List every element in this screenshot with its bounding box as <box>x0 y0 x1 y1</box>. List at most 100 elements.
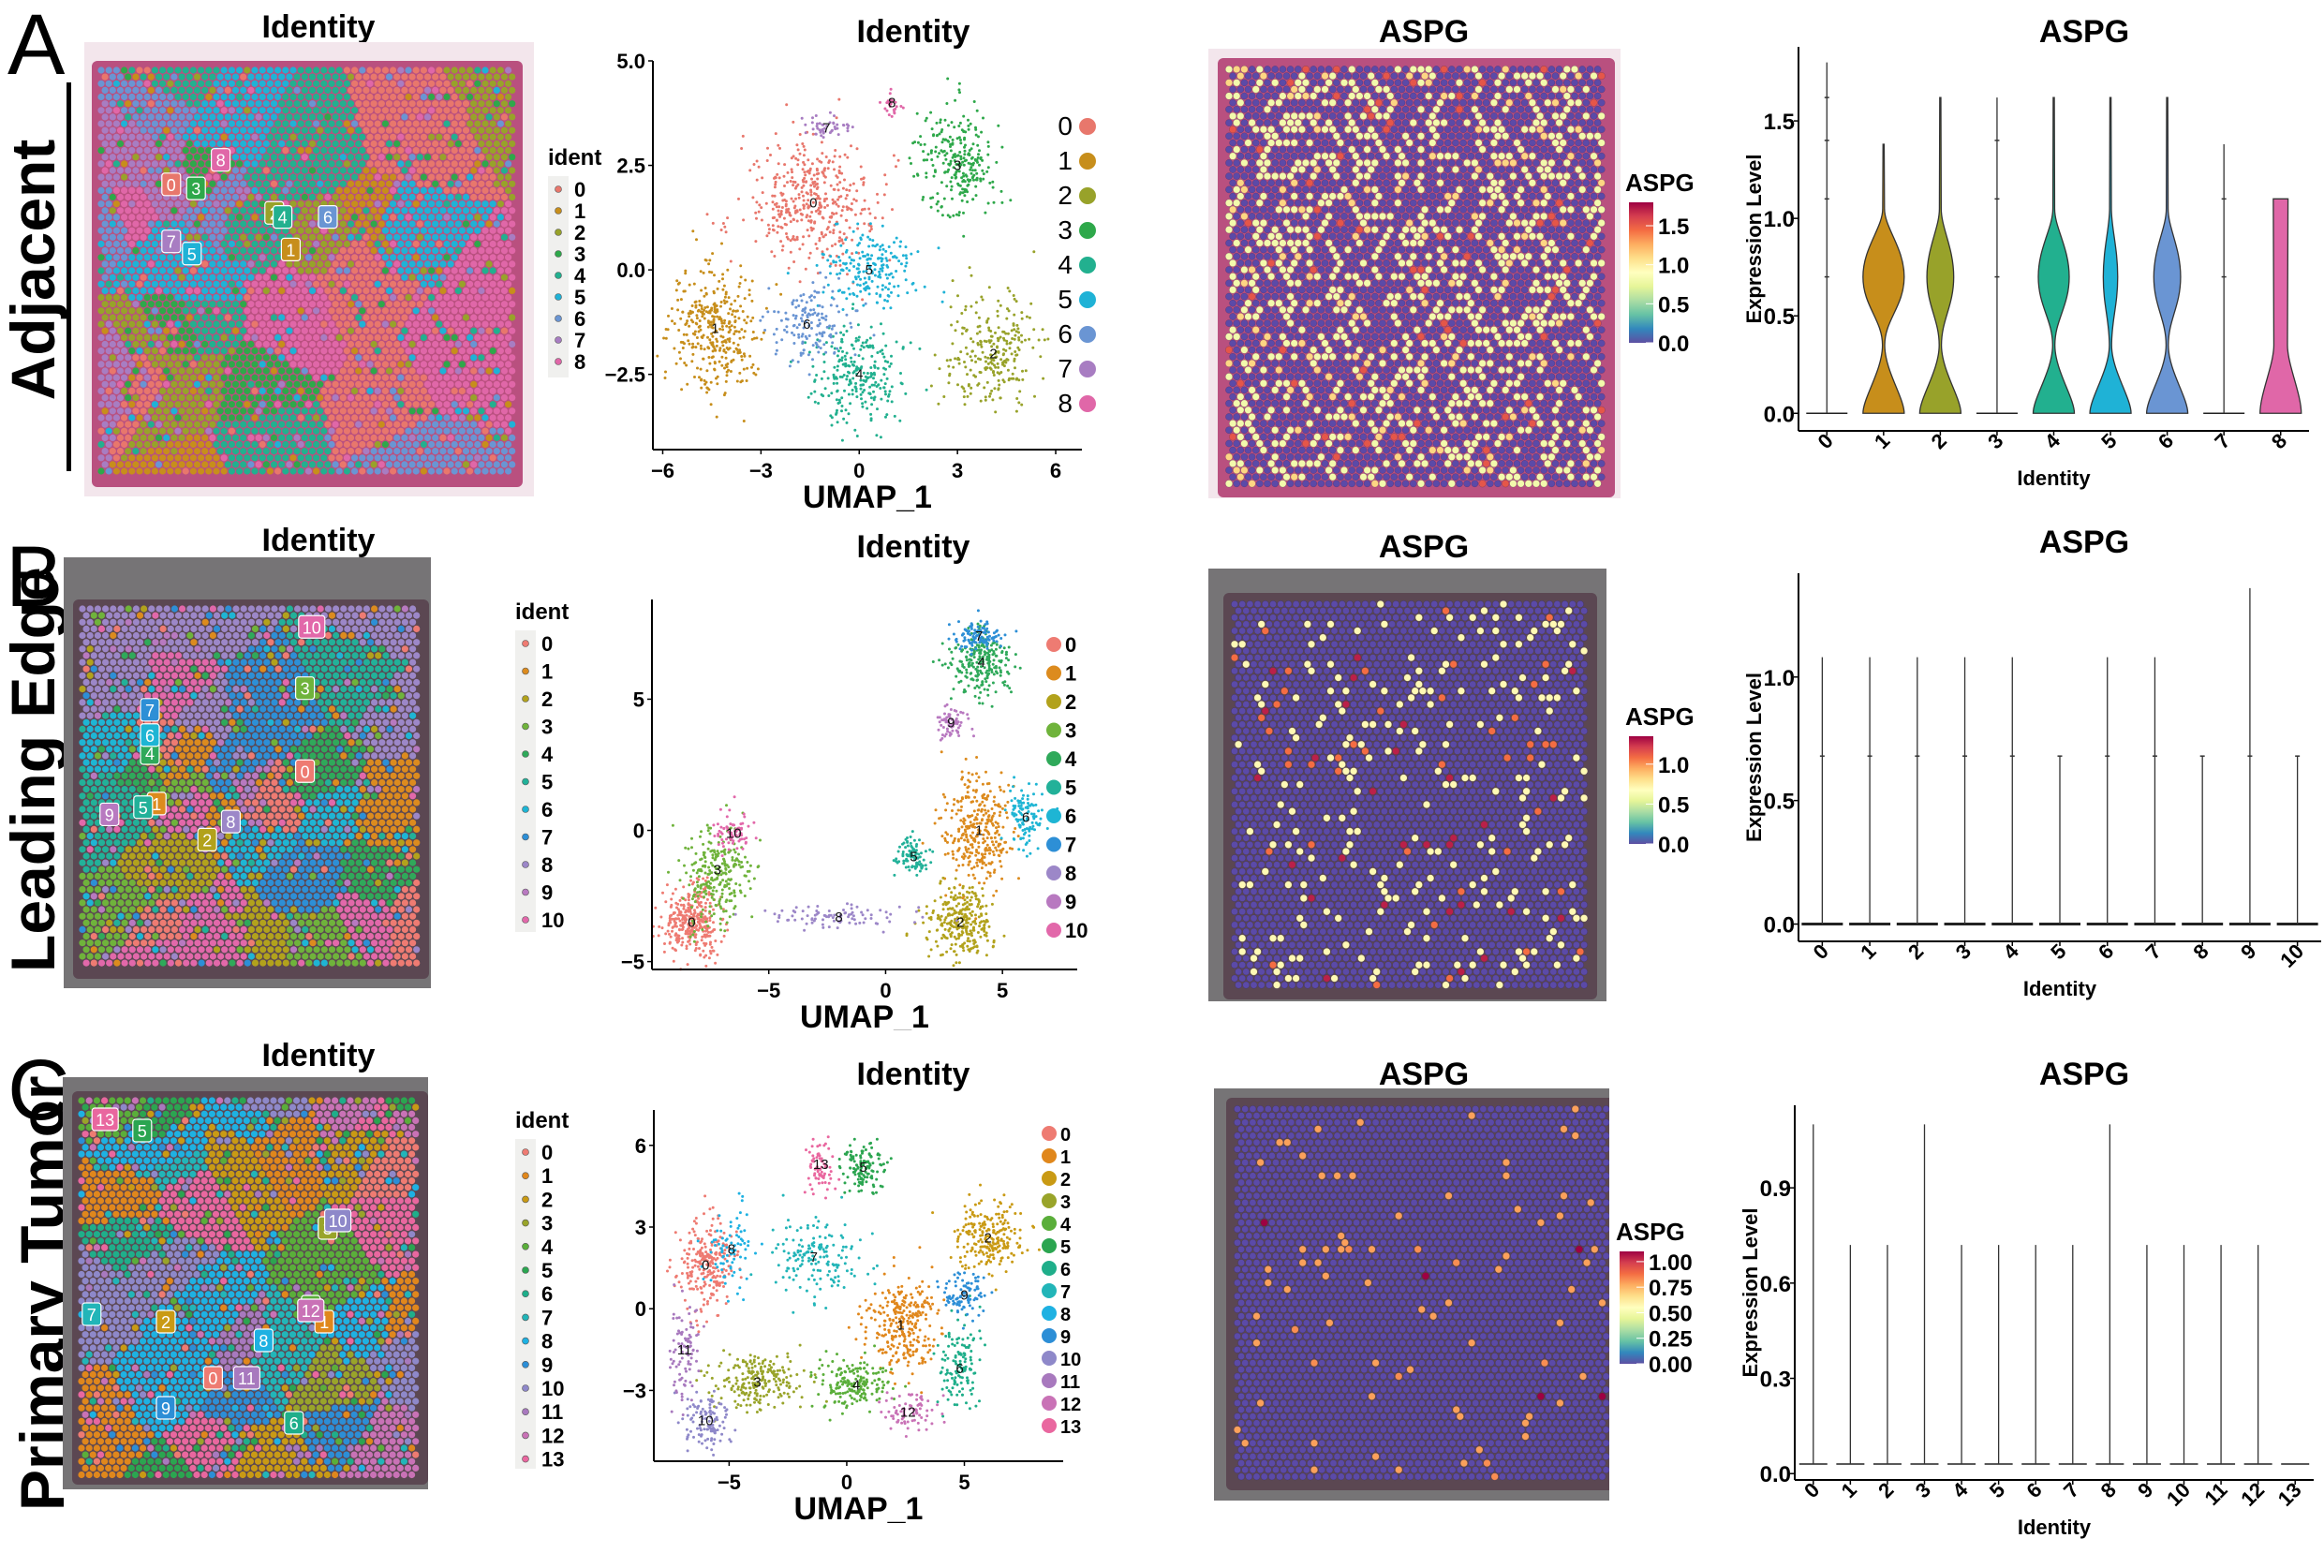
umap-point <box>785 103 789 107</box>
spot <box>416 421 423 428</box>
umap-point <box>693 333 697 336</box>
spot <box>355 140 363 148</box>
spot <box>313 107 320 114</box>
spot <box>439 407 447 415</box>
spot <box>443 200 451 208</box>
umap-point <box>1011 337 1014 340</box>
umap-point <box>742 352 746 356</box>
spot <box>496 160 504 168</box>
panel-letter-a: A <box>7 2 65 88</box>
umap-point <box>708 311 712 315</box>
umap-point <box>957 358 961 362</box>
umap-point <box>761 176 764 180</box>
umap-point <box>887 245 891 248</box>
umap-point <box>853 213 857 216</box>
umap-point <box>820 205 822 209</box>
spot <box>462 367 470 375</box>
legend-key-dot <box>555 272 562 279</box>
spot <box>240 260 247 268</box>
spot <box>347 154 355 161</box>
spot <box>324 314 332 321</box>
spot <box>458 307 466 315</box>
umap-point <box>854 381 858 385</box>
spot <box>451 227 458 234</box>
spot <box>255 260 262 268</box>
spot <box>489 333 496 341</box>
spot <box>374 414 381 422</box>
spot <box>405 427 412 435</box>
spot <box>101 434 109 441</box>
spot <box>347 461 355 468</box>
spot <box>274 440 282 449</box>
spot <box>351 374 359 381</box>
spot <box>451 267 458 274</box>
spot <box>140 354 147 362</box>
spot <box>412 133 420 141</box>
spot <box>351 320 359 328</box>
spot <box>240 340 247 348</box>
spot <box>454 421 462 428</box>
spot <box>247 407 255 415</box>
spot <box>420 280 427 288</box>
spot <box>474 467 481 475</box>
umap-point <box>723 295 727 299</box>
spot <box>359 214 366 221</box>
spot <box>335 173 343 181</box>
spot <box>140 380 147 388</box>
spot <box>385 287 393 294</box>
umap-point <box>880 322 882 326</box>
umap-point <box>755 200 759 204</box>
spot <box>496 280 504 288</box>
spot <box>240 448 247 455</box>
spot <box>143 440 151 449</box>
umap-point <box>775 218 778 222</box>
spot <box>224 407 231 415</box>
spot <box>185 434 193 441</box>
spot <box>193 327 201 334</box>
spot <box>259 93 266 101</box>
spot <box>381 427 389 435</box>
umap-point <box>836 188 840 192</box>
spot <box>451 186 458 194</box>
spot <box>174 93 182 101</box>
umap-point <box>881 224 884 228</box>
spot <box>101 207 109 214</box>
spot <box>500 140 509 148</box>
spot <box>324 167 332 174</box>
umap-point <box>724 350 728 354</box>
spot <box>163 140 170 148</box>
spot <box>405 200 412 208</box>
spot <box>143 93 151 101</box>
spot <box>397 120 405 127</box>
spot <box>443 107 451 114</box>
spot <box>101 421 109 428</box>
spot <box>335 440 343 449</box>
spot <box>121 214 128 221</box>
spot <box>189 387 197 394</box>
spot <box>370 73 377 81</box>
umap-point <box>833 168 836 171</box>
spot <box>282 227 289 234</box>
spot <box>182 294 189 302</box>
umap-point <box>702 357 705 361</box>
spot <box>416 220 423 228</box>
spot <box>297 93 304 101</box>
spot <box>121 440 128 449</box>
spot <box>151 80 158 87</box>
spot <box>317 274 324 281</box>
umap-point <box>841 242 845 245</box>
umap-point <box>713 310 717 314</box>
umap-point <box>960 199 964 202</box>
spot <box>105 320 112 328</box>
spot <box>339 113 347 121</box>
spot <box>470 113 478 121</box>
spot <box>478 327 485 334</box>
umap-point <box>1020 403 1024 407</box>
spot <box>213 333 220 341</box>
umap-point <box>727 312 731 316</box>
umap-point <box>838 181 842 185</box>
umap-point <box>860 365 864 369</box>
spot <box>359 227 366 234</box>
spot <box>205 147 213 155</box>
umap-point <box>703 287 707 289</box>
